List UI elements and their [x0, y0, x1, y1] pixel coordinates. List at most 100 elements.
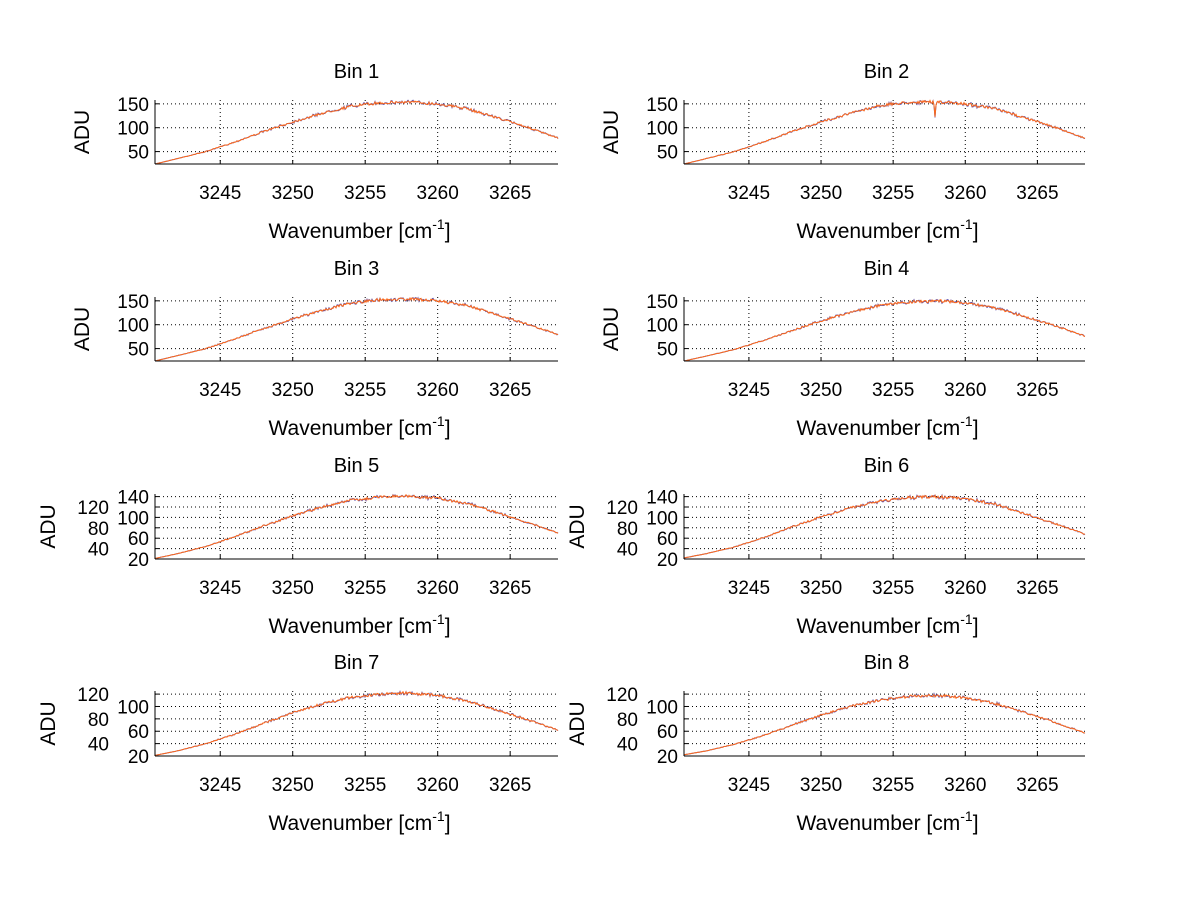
- x-tick-label: 3265: [489, 578, 531, 599]
- x-tick-label: 3265: [1016, 775, 1058, 796]
- series-line-orange: [683, 299, 1086, 362]
- x-axis-label-superscript: -1: [432, 413, 445, 429]
- y-tick-label: 60: [128, 722, 149, 743]
- subplot-bin-7: 3245 3250 3255 3260 3265 20 40 60 80 100 120 Bin 7 W…: [37, 652, 559, 835]
- x-tick-label: 3250: [272, 775, 314, 796]
- y-tick-label: 60: [657, 529, 678, 550]
- x-axis-label: Wavenumber [cm-1]: [268, 611, 450, 638]
- x-axis-label-main: Wavenumber [cm: [268, 220, 432, 243]
- x-axis-label: Wavenumber [cm-1]: [796, 808, 978, 835]
- x-axis-label-end: ]: [973, 812, 979, 835]
- series-line-blue: [683, 298, 1086, 362]
- y-tick-label: 100: [117, 697, 149, 718]
- x-tick-label: 3250: [800, 380, 842, 401]
- x-tick-label: 3255: [344, 578, 386, 599]
- y-axis-label: ADU: [566, 701, 589, 745]
- y-tick-label: 60: [657, 722, 678, 743]
- x-tick-label: 3260: [417, 775, 459, 796]
- x-tick-label: 3245: [728, 183, 770, 204]
- x-axis-label-superscript: -1: [960, 413, 973, 429]
- x-axis-label-main: Wavenumber [cm: [796, 220, 960, 243]
- x-tick-label: 3245: [199, 775, 241, 796]
- x-tick-label: 3255: [344, 380, 386, 401]
- subplot-bin-5: 3245 3250 3255 3260 3265 20 40 60 80 100 120 140 Bin…: [37, 455, 559, 638]
- x-axis-label: Wavenumber [cm-1]: [268, 216, 450, 243]
- y-tick-label: 100: [117, 508, 149, 529]
- series-line-blue: [154, 99, 559, 165]
- y-tick-label: 100: [646, 119, 678, 140]
- x-tick-label: 3255: [872, 380, 914, 401]
- y-tick-label: 80: [88, 519, 109, 540]
- series-line-blue: [683, 99, 1086, 165]
- x-tick-label: 3250: [272, 380, 314, 401]
- x-axis-label-main: Wavenumber [cm: [268, 417, 432, 440]
- x-axis-label: Wavenumber [cm-1]: [796, 413, 978, 440]
- y-axis-label: ADU: [600, 110, 623, 154]
- y-tick-label: 50: [657, 143, 678, 164]
- y-axis-label: ADU: [37, 701, 60, 745]
- subplot-title: Bin 2: [864, 61, 910, 83]
- y-tick-label: 140: [117, 488, 149, 509]
- x-tick-label: 3265: [1016, 183, 1058, 204]
- x-tick-label: 3260: [944, 578, 986, 599]
- series-line-orange: [154, 100, 559, 165]
- y-tick-label: 80: [88, 710, 109, 731]
- x-axis-label-superscript: -1: [432, 611, 445, 627]
- x-tick-label: 3260: [944, 775, 986, 796]
- y-tick-label: 100: [117, 119, 149, 140]
- x-axis-label: Wavenumber [cm-1]: [796, 216, 978, 243]
- x-tick-label: 3250: [800, 578, 842, 599]
- y-tick-label: 20: [657, 747, 678, 768]
- x-tick-label: 3260: [417, 380, 459, 401]
- y-tick-label: 20: [128, 747, 149, 768]
- subplot-title: Bin 7: [334, 652, 380, 674]
- y-tick-label: 150: [117, 292, 149, 313]
- subplot-bin-4: 3245 3250 3255 3260 3265 50 100 150 Bin 4 Wavenum…: [600, 258, 1086, 440]
- subplot-title: Bin 5: [334, 455, 380, 477]
- x-tick-label: 3250: [800, 183, 842, 204]
- series-line-orange: [683, 693, 1086, 756]
- x-tick-label: 3255: [872, 183, 914, 204]
- y-tick-label: 120: [606, 685, 638, 706]
- x-axis-label-main: Wavenumber [cm: [796, 417, 960, 440]
- x-tick-label: 3265: [1016, 380, 1058, 401]
- y-axis-label: ADU: [37, 504, 60, 548]
- y-tick-label: 100: [646, 697, 678, 718]
- y-tick-label: 40: [88, 735, 109, 756]
- y-axis-label: ADU: [600, 307, 623, 351]
- x-axis-label-main: Wavenumber [cm: [796, 615, 960, 638]
- y-tick-label: 40: [617, 540, 638, 561]
- y-tick-label: 40: [88, 540, 109, 561]
- x-tick-label: 3260: [417, 183, 459, 204]
- y-tick-label: 150: [117, 95, 149, 116]
- y-tick-label: 50: [657, 340, 678, 361]
- x-axis-label-end: ]: [973, 417, 979, 440]
- series-line-blue: [683, 692, 1086, 756]
- x-axis-label-end: ]: [973, 220, 979, 243]
- x-axis-label-superscript: -1: [432, 216, 445, 232]
- y-tick-label: 50: [128, 143, 149, 164]
- y-tick-label: 120: [606, 498, 638, 519]
- subplot-title: Bin 4: [864, 258, 910, 280]
- x-tick-label: 3265: [489, 183, 531, 204]
- subplot-bin-2: 3245 3250 3255 3260 3265 50 100 150 Bin 2 Wavenum…: [600, 61, 1086, 243]
- x-tick-label: 3245: [728, 578, 770, 599]
- y-axis-label: ADU: [71, 110, 94, 154]
- series-line-orange: [154, 296, 559, 362]
- subplot-bin-6: 3245 3250 3255 3260 3265 20 40 60 80 100 120 140 Bin…: [566, 455, 1086, 638]
- x-tick-label: 3260: [417, 578, 459, 599]
- x-tick-label: 3265: [489, 775, 531, 796]
- x-tick-label: 3265: [489, 380, 531, 401]
- x-axis-label-superscript: -1: [960, 216, 973, 232]
- y-tick-label: 140: [646, 488, 678, 509]
- x-tick-label: 3250: [272, 183, 314, 204]
- x-tick-label: 3245: [199, 380, 241, 401]
- x-axis-label: Wavenumber [cm-1]: [268, 413, 450, 440]
- x-tick-label: 3260: [944, 380, 986, 401]
- x-axis-label-main: Wavenumber [cm: [268, 812, 432, 835]
- y-tick-label: 60: [128, 529, 149, 550]
- x-tick-label: 3255: [344, 183, 386, 204]
- y-tick-label: 150: [646, 95, 678, 116]
- y-tick-label: 50: [128, 340, 149, 361]
